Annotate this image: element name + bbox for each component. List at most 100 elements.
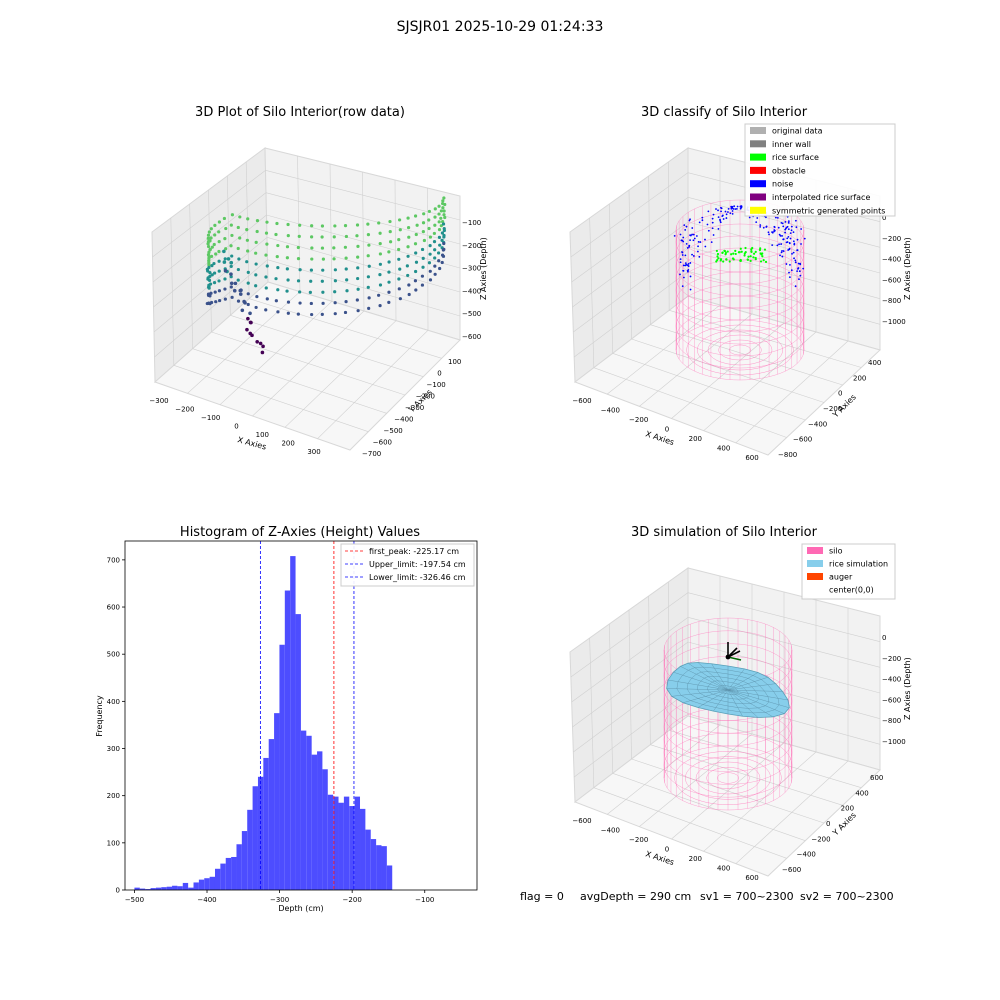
raw-data-point [433,264,437,268]
rice-surface-point [716,252,720,256]
noise-point [685,263,688,266]
panel2-z-tick: −800 [882,297,901,305]
panel4-y-tick: 0 [826,820,830,828]
panel1-y-tick: −100 [427,381,446,389]
raw-data-point [223,257,227,261]
raw-data-point [229,264,233,268]
legend-label: silo [829,547,843,556]
rice-surface-point [730,253,733,256]
raw-data-point [236,299,241,303]
raw-data-point [309,301,313,306]
raw-data-point [414,269,418,274]
noise-point [698,221,701,224]
noise-point [699,241,702,243]
raw-data-point [246,292,250,296]
raw-data-point [255,219,260,223]
raw-data-point [229,223,233,227]
raw-data-point [248,311,252,316]
noise-point [785,263,788,265]
rice-surface-point [739,247,742,250]
panel-raw-data: 3D Plot of Silo Interior(row data) −300−… [149,105,488,458]
raw-data-point [208,239,212,243]
rice-surface-point [715,260,718,263]
raw-data-point [366,254,370,258]
raw-data-point [427,261,432,265]
raw-data-point [276,266,280,270]
raw-data-point [310,224,314,228]
raw-data-point [264,231,269,235]
panel1-y-tick: −700 [362,450,381,458]
noise-point [721,214,724,217]
raw-data-point [421,256,425,260]
noise-point [759,224,762,226]
histogram-y-tick: 400 [107,698,120,706]
raw-data-point [432,231,436,236]
noise-point [799,263,802,266]
raw-data-point [229,281,234,286]
raw-data-point [206,236,210,241]
raw-data-point [217,289,222,293]
panel1-y-tick: 0 [437,370,441,378]
panel4-x-tick: 400 [717,865,730,873]
panel4-y-tick: −200 [811,835,830,843]
panel2-y-tick: 0 [838,390,842,398]
raw-data-point [432,240,437,244]
panel1-y-tick: −600 [373,439,392,447]
panel1-y-tick: −200 [416,393,435,401]
panel4-z-tick: −200 [882,655,901,663]
raw-data-point [438,243,442,247]
noise-point [719,218,721,221]
legend-label: original data [772,127,823,136]
panel4-z-tick: −400 [882,676,901,684]
raw-data-point [406,216,410,220]
histogram-bar [145,889,151,890]
noise-point [790,269,793,272]
raw-data-point [405,264,409,268]
raw-data-point [443,202,447,207]
raw-data-point [427,218,431,222]
histogram-bar [343,796,350,890]
panel1-z-tick: −300 [462,265,481,273]
noise-point [781,250,783,252]
rice-surface-point [759,260,763,263]
raw-data-point [310,246,314,250]
raw-data-point [388,230,392,234]
rice-surface-point [723,249,726,252]
panel1-y-tick: −400 [394,416,413,424]
noise-point [794,259,797,262]
raw-data-point [397,238,401,242]
status-avg-depth: avgDepth = 290 cm [580,890,691,903]
raw-data-point [223,268,228,273]
raw-data-point [230,254,234,258]
histogram-y-tick: 0 [116,887,120,895]
histogram-bar [220,863,226,890]
raw-data-point [414,232,418,237]
noise-point [681,251,684,254]
rice-surface-point [764,260,768,264]
raw-data-point [310,312,314,317]
raw-data-point [208,274,212,278]
rice-surface-point [728,260,731,263]
raw-data-point [224,247,228,251]
raw-data-point [246,302,250,307]
rice-surface-point [743,252,746,255]
panel1-z-tick: −500 [462,310,481,318]
raw-data-point [236,225,240,230]
histogram-bar [225,857,232,890]
histogram-bar [204,878,210,890]
raw-data-point [356,266,360,270]
noise-point [707,229,710,232]
center-marker [725,654,731,660]
raw-data-point [207,301,211,305]
raw-data-point [320,224,325,228]
rice-surface-point [715,249,718,253]
raw-data-point [428,252,432,256]
histogram-bar [198,879,205,890]
rice-surface-point [747,255,750,258]
raw-data-point [254,305,258,310]
histogram-bar [295,614,301,890]
noise-point [739,205,742,208]
raw-data-point [420,283,425,287]
raw-data-point [344,299,348,304]
panel2-x-tick: 600 [745,454,758,462]
